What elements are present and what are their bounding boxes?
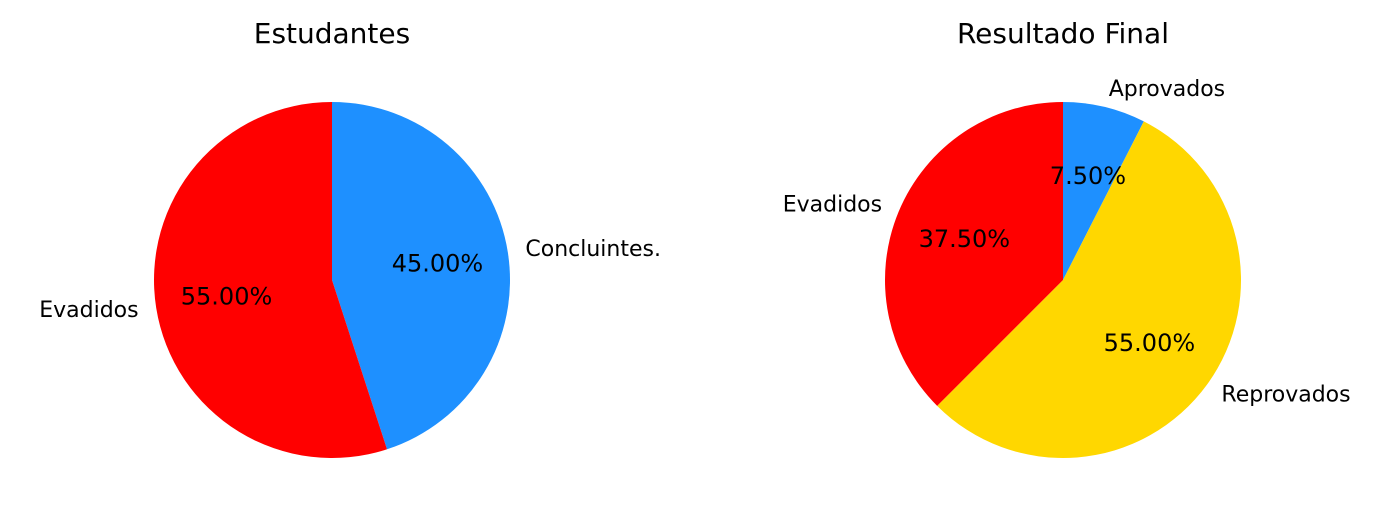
pie-labels: Aprovados 7.50% Reprovados 55.00% Evadidos 37…: [783, 77, 1351, 407]
percent-label: 37.50%: [919, 225, 1011, 253]
pie-slices: [154, 102, 511, 458]
pie-slice-reprovados: [937, 121, 1242, 459]
slice-label: Concluintes.: [525, 237, 661, 262]
pie-slice-aprovados: [1063, 102, 1144, 280]
pie-slice-evadidos: [884, 102, 1063, 406]
pie-chart-estudantes: Estudantes Concluintes. 45.00% Evadidos 55.…: [39, 17, 661, 458]
percent-label: 45.00%: [392, 249, 484, 277]
slice-label: Evadidos: [39, 298, 138, 323]
chart-title: Resultado Final: [957, 17, 1169, 50]
pie-labels: Concluintes. 45.00% Evadidos 55.00%: [39, 237, 661, 323]
slice-label: Aprovados: [1109, 77, 1225, 102]
slice-label: Reprovados: [1221, 383, 1350, 408]
percent-label: 55.00%: [181, 283, 273, 311]
pie-slice-evadidos: [154, 102, 388, 458]
pie-slice-concluintes: [332, 102, 511, 450]
percent-label: 7.50%: [1050, 162, 1126, 190]
pie-chart-resultado-final: Resultado Final Aprovados 7.50% Reprovados…: [783, 17, 1351, 459]
slice-label: Evadidos: [783, 193, 882, 218]
chart-title: Estudantes: [254, 17, 410, 50]
pie-slices: [884, 102, 1242, 459]
percent-label: 55.00%: [1104, 329, 1196, 357]
